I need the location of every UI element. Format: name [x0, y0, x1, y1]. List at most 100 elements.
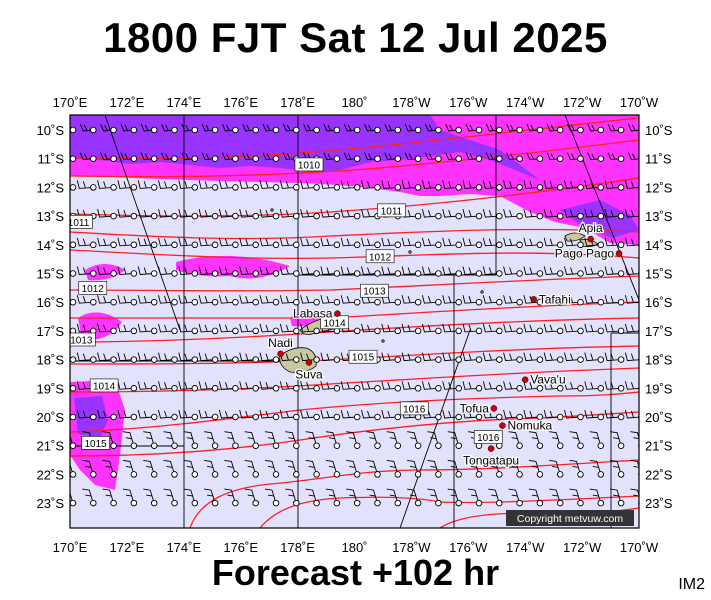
isobar-label: 1013 — [360, 283, 389, 298]
place-tafahi: Tafahi — [530, 291, 572, 308]
wind-barb — [381, 266, 402, 277]
wind-barb — [239, 323, 259, 335]
lon-label-bottom-4: 178˚E — [280, 540, 315, 555]
lat-label-left-5: 15˚S — [37, 267, 65, 282]
wind-barb — [421, 323, 442, 335]
wind-barb — [183, 459, 199, 478]
wind-barb — [218, 208, 239, 220]
wind-barb — [97, 409, 117, 421]
wind-barb — [488, 488, 503, 507]
wind-barb — [122, 431, 138, 449]
wind-barb — [117, 381, 138, 392]
wind-barb — [543, 180, 564, 191]
lat-label-left-8: 18˚S — [37, 353, 65, 368]
isobar-label: 1010 — [294, 157, 324, 171]
wind-barb — [137, 409, 158, 421]
wind-barb — [543, 352, 564, 363]
lon-label-bottom-7: 176˚W — [449, 540, 488, 555]
wind-barb — [421, 352, 442, 363]
lat-label-left-11: 21˚S — [37, 439, 65, 454]
lat-label-left-9: 19˚S — [37, 381, 65, 396]
wind-barb — [361, 381, 381, 392]
lat-label-right-5: 15˚S — [645, 267, 673, 282]
wind-barb — [564, 352, 584, 363]
wind-barb — [340, 295, 361, 306]
wind-barb — [178, 323, 199, 335]
place-vava-u: Vava'u — [521, 371, 567, 388]
wind-barb — [506, 152, 523, 162]
wind-barb — [158, 208, 178, 220]
wind-barb — [506, 123, 523, 134]
wind-barb — [279, 180, 300, 191]
wind-barb — [259, 208, 280, 220]
wind-barb — [137, 180, 158, 191]
wind-barb — [264, 459, 280, 478]
wind-barb — [340, 409, 361, 421]
wind-barb — [183, 431, 199, 449]
wind-barb — [239, 237, 259, 249]
wind-barb — [242, 152, 259, 162]
lon-label-top-7: 176˚W — [449, 95, 488, 110]
wind-barb — [262, 152, 280, 162]
wind-barb — [259, 180, 280, 191]
wind-barb — [442, 323, 462, 335]
wind-barb — [158, 323, 178, 335]
wind-barb — [117, 352, 138, 363]
place-dot — [487, 445, 495, 452]
wind-barb — [346, 459, 361, 478]
wind-barb — [100, 123, 117, 134]
wind-barb — [218, 381, 239, 392]
isobar-labels: 1010 1011 1011 1012 1012 1013 1013 1014 1014 1015… — [70, 157, 503, 450]
wind-barb — [485, 152, 503, 162]
wind-barb — [584, 295, 605, 306]
wind-barb — [198, 352, 219, 363]
wind-barb — [442, 381, 462, 392]
wind-barb — [523, 409, 544, 421]
wind-barb — [117, 266, 138, 277]
wind-barb — [381, 352, 402, 363]
wind-barb — [117, 409, 138, 421]
lon-label-top-10: 170˚W — [620, 95, 659, 110]
wind-barb — [137, 381, 158, 392]
map-grid — [70, 115, 639, 528]
wind-barb — [564, 295, 584, 306]
wind-barb — [163, 459, 178, 478]
wind-barb — [340, 266, 361, 277]
wind-barb — [447, 459, 462, 478]
wind-barb — [218, 409, 239, 421]
wind-barb — [401, 381, 422, 392]
wind-barb — [503, 381, 523, 392]
wind-barb — [178, 237, 199, 249]
lat-label-right-11: 21˚S — [645, 439, 673, 454]
wind-barb — [97, 295, 117, 306]
wind-barb — [82, 459, 97, 478]
wind-barb — [503, 409, 523, 421]
wind-barb — [546, 123, 564, 134]
wind-barb — [462, 295, 483, 306]
wind-barb — [76, 295, 97, 306]
wind-barb — [523, 237, 544, 249]
wind-barb — [523, 180, 544, 191]
wind-barb — [528, 488, 544, 507]
wind-barb — [300, 237, 320, 249]
lat-label-right-8: 18˚S — [645, 353, 673, 368]
wind-barb — [543, 266, 564, 277]
wind-barb — [584, 323, 605, 335]
wind-barb — [140, 123, 158, 134]
wind-barb — [564, 381, 584, 392]
wind-barb — [82, 488, 97, 507]
wind-barb — [224, 488, 239, 507]
isobar-label: 1015 — [348, 349, 378, 364]
wind-barb — [569, 459, 584, 478]
wind-barb — [462, 409, 483, 421]
wind-barb — [610, 431, 625, 449]
isobar-label: 1015 — [81, 436, 110, 450]
wind-barb — [137, 295, 158, 306]
wind-barb — [300, 352, 320, 363]
wind-barb — [259, 352, 280, 363]
wind-barb — [528, 431, 544, 449]
wind-barb — [584, 180, 605, 191]
wind-barb — [381, 323, 402, 335]
wind-barb — [244, 488, 259, 507]
lon-label-bottom-3: 176˚E — [223, 540, 258, 555]
